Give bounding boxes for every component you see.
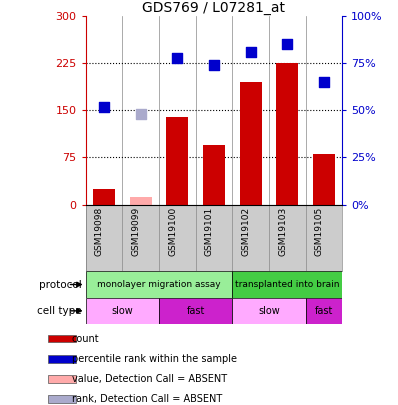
Text: slow: slow xyxy=(111,306,133,316)
Bar xyxy=(166,117,188,205)
Text: percentile rank within the sample: percentile rank within the sample xyxy=(72,354,237,364)
Bar xyxy=(93,189,115,205)
Bar xyxy=(48,335,76,343)
Text: rank, Detection Call = ABSENT: rank, Detection Call = ABSENT xyxy=(72,394,222,404)
Text: cell type: cell type xyxy=(37,306,82,316)
Text: GSM19102: GSM19102 xyxy=(242,207,251,256)
Bar xyxy=(276,63,298,205)
Text: slow: slow xyxy=(258,306,280,316)
Bar xyxy=(86,271,232,298)
Text: GSM19098: GSM19098 xyxy=(95,207,104,256)
Point xyxy=(284,41,291,48)
Text: GSM19100: GSM19100 xyxy=(168,207,177,256)
Bar xyxy=(232,271,342,298)
Bar xyxy=(48,355,76,363)
Bar xyxy=(232,298,306,324)
Text: GSM19099: GSM19099 xyxy=(132,207,140,256)
Bar xyxy=(203,145,225,205)
Text: GSM19105: GSM19105 xyxy=(315,207,324,256)
Text: GSM19101: GSM19101 xyxy=(205,207,214,256)
Text: transplanted into brain: transplanted into brain xyxy=(235,280,339,289)
Point xyxy=(174,54,180,61)
Text: fast: fast xyxy=(315,306,333,316)
Text: count: count xyxy=(72,334,99,343)
Bar xyxy=(130,197,152,205)
Bar xyxy=(86,298,159,324)
Bar xyxy=(240,82,261,205)
Point xyxy=(137,111,144,117)
Point xyxy=(248,49,254,55)
Bar xyxy=(313,154,335,205)
Title: GDS769 / L07281_at: GDS769 / L07281_at xyxy=(142,1,285,15)
Text: value, Detection Call = ABSENT: value, Detection Call = ABSENT xyxy=(72,374,227,384)
Bar xyxy=(48,395,76,403)
Text: GSM19103: GSM19103 xyxy=(278,207,287,256)
Point xyxy=(211,62,217,68)
Bar xyxy=(159,298,232,324)
Point xyxy=(321,79,327,85)
Text: protocol: protocol xyxy=(39,279,82,290)
Bar xyxy=(306,298,342,324)
Point xyxy=(101,103,107,110)
Text: monolayer migration assay: monolayer migration assay xyxy=(97,280,221,289)
Bar xyxy=(48,375,76,383)
Text: fast: fast xyxy=(186,306,205,316)
